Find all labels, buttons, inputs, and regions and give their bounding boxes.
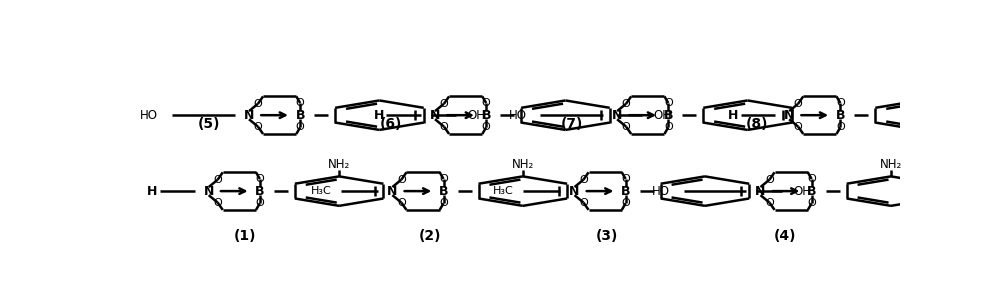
Text: HO: HO — [508, 109, 526, 122]
Text: O: O — [807, 198, 816, 208]
Text: OH: OH — [654, 109, 672, 122]
Text: B: B — [621, 185, 630, 197]
Text: O: O — [621, 174, 630, 184]
Text: O: O — [440, 99, 448, 109]
Text: B: B — [836, 109, 845, 122]
Text: NH₂: NH₂ — [328, 158, 350, 171]
Text: (3): (3) — [596, 229, 618, 243]
Text: O: O — [622, 122, 630, 132]
Text: (7): (7) — [561, 117, 583, 131]
Text: HO: HO — [140, 109, 158, 122]
Text: O: O — [254, 122, 262, 132]
Text: (2): (2) — [418, 229, 441, 243]
Text: O: O — [440, 122, 448, 132]
Text: NH₂: NH₂ — [880, 158, 902, 171]
Text: N: N — [387, 185, 398, 197]
Text: H: H — [728, 109, 738, 122]
Text: O: O — [765, 197, 774, 208]
Text: N: N — [784, 109, 794, 122]
Text: B: B — [481, 109, 491, 122]
Text: O: O — [439, 198, 448, 208]
Text: O: O — [579, 175, 588, 185]
Text: NH₂: NH₂ — [512, 158, 534, 171]
Text: B: B — [295, 109, 305, 122]
Text: B: B — [807, 185, 816, 197]
Text: B: B — [255, 185, 265, 197]
Text: O: O — [765, 175, 774, 185]
Text: N: N — [755, 185, 766, 197]
Text: H: H — [374, 109, 384, 122]
Text: O: O — [397, 197, 406, 208]
Text: O: O — [482, 98, 491, 108]
Text: O: O — [794, 99, 803, 109]
Text: O: O — [296, 98, 305, 108]
Text: O: O — [836, 98, 845, 108]
Text: O: O — [296, 122, 305, 132]
Text: O: O — [213, 197, 222, 208]
Text: N: N — [204, 185, 214, 197]
Text: B: B — [664, 109, 673, 122]
Text: O: O — [807, 174, 816, 184]
Text: N: N — [612, 109, 622, 122]
Text: O: O — [664, 122, 673, 132]
Text: O: O — [794, 122, 803, 132]
Text: O: O — [579, 197, 588, 208]
Text: (6): (6) — [380, 117, 402, 131]
Text: (5): (5) — [197, 117, 220, 131]
Text: OH: OH — [468, 109, 486, 122]
Text: O: O — [621, 198, 630, 208]
Text: O: O — [255, 174, 264, 184]
Text: (4): (4) — [774, 229, 797, 243]
Text: O: O — [213, 175, 222, 185]
Text: (1): (1) — [234, 229, 256, 243]
Text: N: N — [569, 185, 580, 197]
Text: N: N — [430, 109, 440, 122]
Text: O: O — [622, 99, 630, 109]
Text: O: O — [254, 99, 262, 109]
Text: O: O — [255, 198, 264, 208]
Text: O: O — [836, 122, 845, 132]
Text: H: H — [147, 185, 158, 197]
Text: HO: HO — [652, 185, 670, 197]
Text: N: N — [244, 109, 254, 122]
Text: (8): (8) — [746, 117, 769, 131]
Text: O: O — [664, 98, 673, 108]
Text: B: B — [439, 185, 448, 197]
Text: O: O — [482, 122, 491, 132]
Text: OH: OH — [793, 185, 811, 197]
Text: O: O — [397, 175, 406, 185]
Text: H₃C: H₃C — [310, 186, 331, 196]
Text: O: O — [439, 174, 448, 184]
Text: H₃C: H₃C — [493, 186, 513, 196]
